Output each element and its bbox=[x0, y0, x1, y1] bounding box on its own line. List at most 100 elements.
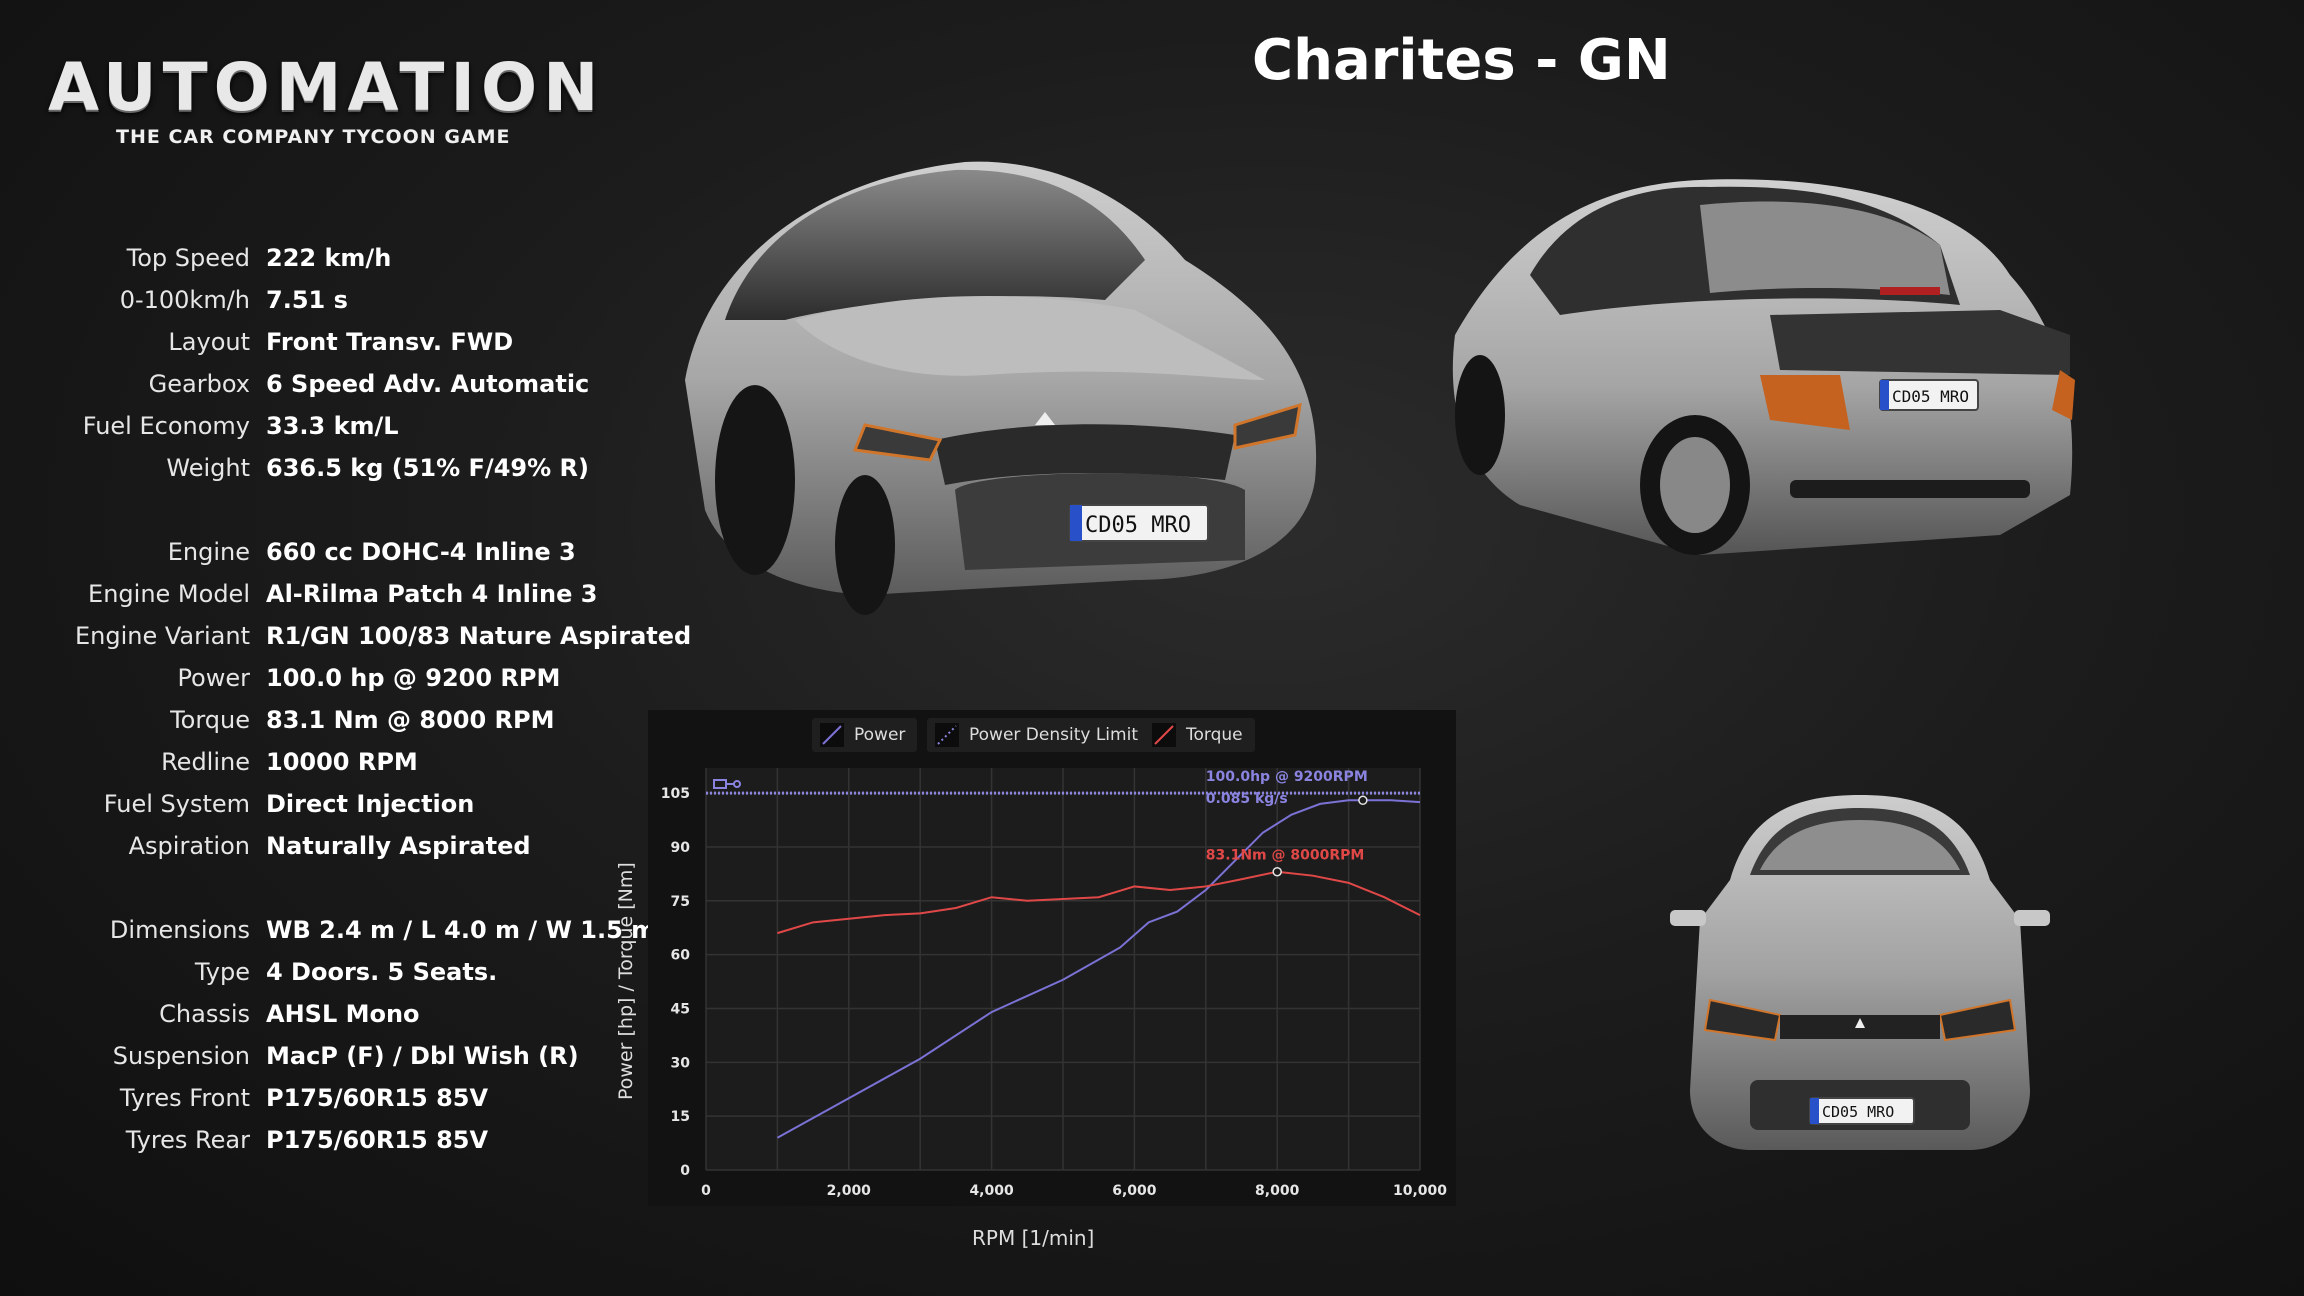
spec-value: WB 2.4 m / L 4.0 m / W 1.5 m bbox=[266, 916, 657, 944]
torque-peak-label: 83.1Nm @ 8000RPM bbox=[1206, 848, 1365, 864]
chart-y-axis-label: Power [hp] / Torque [Nm] bbox=[615, 862, 637, 1100]
spec-label: Fuel System bbox=[103, 790, 250, 818]
peak-marker bbox=[1358, 795, 1368, 806]
legend-torque-swatch bbox=[1152, 723, 1176, 747]
automation-logo: AUTOMATION THE CAR COMPANY TYCOON GAME bbox=[48, 52, 598, 152]
legend-power-swatch bbox=[820, 723, 844, 747]
spec-label: Tyres Rear bbox=[125, 1126, 250, 1154]
x-tick-label: 0 bbox=[701, 1183, 711, 1199]
y-tick-label: 45 bbox=[671, 1001, 690, 1017]
legend-density-swatch bbox=[935, 723, 959, 747]
spec-label: Power bbox=[177, 664, 250, 692]
torque-curve bbox=[777, 870, 1421, 935]
spec-label: Tyres Front bbox=[119, 1084, 250, 1112]
spec-label: 0-100km/h bbox=[119, 286, 250, 314]
spec-value: 7.51 s bbox=[266, 286, 348, 314]
car-title: Charites - GN bbox=[1252, 28, 1671, 93]
spec-value: 222 km/h bbox=[266, 244, 392, 272]
x-tick-label: 4,000 bbox=[969, 1183, 1014, 1199]
spec-row: Dimensions WB 2.4 m / L 4.0 m / W 1.5 m bbox=[0, 910, 660, 950]
spec-row: Aspiration Naturally Aspirated bbox=[0, 826, 660, 866]
spec-label: Suspension bbox=[112, 1042, 250, 1070]
spec-value: Naturally Aspirated bbox=[266, 832, 531, 860]
legend-torque-label: Torque bbox=[1186, 725, 1243, 745]
spec-label: Chassis bbox=[159, 1000, 250, 1028]
license-plate-front: CD05 MRO bbox=[1085, 513, 1191, 538]
spec-row: Tyres Front P175/60R15 85V bbox=[0, 1078, 660, 1118]
engine-icon-end bbox=[733, 780, 741, 788]
car-render-front-three-quarter: CD05 MRO bbox=[685, 161, 1317, 615]
spec-row: Suspension MacP (F) / Dbl Wish (R) bbox=[0, 1036, 660, 1076]
spec-label: Dimensions bbox=[109, 916, 250, 944]
spec-row: Fuel System Direct Injection bbox=[0, 784, 660, 824]
y-tick-label: 0 bbox=[680, 1163, 690, 1179]
spec-label: Engine Model bbox=[88, 580, 250, 608]
spec-row: Type 4 Doors. 5 Seats. bbox=[0, 952, 660, 992]
car-render-rear-three-quarter: CD05 MRO bbox=[1452, 179, 2075, 555]
y-tick-label: 60 bbox=[671, 948, 691, 964]
spec-row: Weight 636.5 kg (51% F/49% R) bbox=[0, 448, 660, 488]
density-limit-label: 0.085 kg/s bbox=[1206, 791, 1288, 807]
y-tick-label: 90 bbox=[671, 840, 691, 856]
legend-item-torque[interactable]: Torque bbox=[1144, 718, 1255, 752]
spec-row: Gearbox 6 Speed Adv. Automatic bbox=[0, 364, 660, 404]
spec-value: Front Transv. FWD bbox=[266, 328, 514, 356]
spec-value: Al-Rilma Patch 4 Inline 3 bbox=[266, 580, 598, 608]
spec-row: Redline 10000 RPM bbox=[0, 742, 660, 782]
spec-row: Engine Model Al-Rilma Patch 4 Inline 3 bbox=[0, 574, 660, 614]
spec-label: Weight bbox=[166, 454, 250, 482]
spec-row: Chassis AHSL Mono bbox=[0, 994, 660, 1034]
spec-label: Redline bbox=[161, 748, 250, 776]
logo-wordmark: AUTOMATION bbox=[48, 49, 605, 126]
y-tick-label: 15 bbox=[671, 1109, 690, 1125]
y-tick-label: 75 bbox=[671, 894, 690, 910]
spec-row: Power 100.0 hp @ 9200 RPM bbox=[0, 658, 660, 698]
y-tick-label: 30 bbox=[671, 1055, 691, 1071]
spec-value: AHSL Mono bbox=[266, 1000, 420, 1028]
x-tick-label: 2,000 bbox=[827, 1183, 872, 1199]
spec-value: 660 cc DOHC-4 Inline 3 bbox=[266, 538, 576, 566]
legend-item-power-density-limit[interactable]: Power Density Limit bbox=[927, 718, 1150, 752]
car-render-front: CD05 MRO bbox=[1670, 795, 2050, 1150]
spec-label: Top Speed bbox=[126, 244, 250, 272]
spec-row: Torque 83.1 Nm @ 8000 RPM bbox=[0, 700, 660, 740]
spec-value: 4 Doors. 5 Seats. bbox=[266, 958, 498, 986]
peak-marker bbox=[1272, 866, 1282, 877]
spec-value: 10000 RPM bbox=[266, 748, 418, 776]
spec-row: Tyres Rear P175/60R15 85V bbox=[0, 1120, 660, 1160]
spec-label: Engine bbox=[167, 538, 250, 566]
spec-label: Aspiration bbox=[128, 832, 250, 860]
spec-label: Type bbox=[194, 958, 250, 986]
logo-tagline: THE CAR COMPANY TYCOON GAME bbox=[116, 126, 511, 148]
x-tick-label: 10,000 bbox=[1393, 1183, 1447, 1199]
spec-value: R1/GN 100/83 Nature Aspirated bbox=[266, 622, 692, 650]
spec-value: 83.1 Nm @ 8000 RPM bbox=[266, 706, 555, 734]
x-tick-label: 8,000 bbox=[1255, 1183, 1300, 1199]
spec-row: Engine 660 cc DOHC-4 Inline 3 bbox=[0, 532, 660, 572]
license-plate-rear: CD05 MRO bbox=[1892, 387, 1969, 406]
legend-power-label: Power bbox=[854, 725, 906, 745]
power-peak-label: 100.0hp @ 9200RPM bbox=[1206, 769, 1368, 785]
spec-value: 636.5 kg (51% F/49% R) bbox=[266, 454, 589, 482]
legend-density-label: Power Density Limit bbox=[969, 725, 1138, 745]
chart-plot: 0 15 30 45 60 75 90 105 0 2,000 4,000 6,000 8,000 10,… bbox=[661, 768, 1447, 1199]
spec-row: Fuel Economy 33.3 km/L bbox=[0, 406, 660, 446]
spec-value: MacP (F) / Dbl Wish (R) bbox=[266, 1042, 579, 1070]
spec-value: Direct Injection bbox=[266, 790, 475, 818]
spec-value: 6 Speed Adv. Automatic bbox=[266, 370, 590, 398]
spec-value: 100.0 hp @ 9200 RPM bbox=[266, 664, 561, 692]
legend-item-power[interactable]: Power bbox=[812, 718, 918, 752]
spec-label: Fuel Economy bbox=[82, 412, 250, 440]
spec-row: Layout Front Transv. FWD bbox=[0, 322, 660, 362]
spec-row: Engine Variant R1/GN 100/83 Nature Aspira… bbox=[0, 616, 691, 656]
spec-label: Layout bbox=[168, 328, 250, 356]
spec-value: P175/60R15 85V bbox=[266, 1084, 489, 1112]
spec-label: Engine Variant bbox=[74, 622, 250, 650]
spec-value: 33.3 km/L bbox=[266, 412, 399, 440]
power-curve bbox=[776, 799, 1421, 1139]
spec-label: Torque bbox=[170, 706, 250, 734]
license-plate-front-view: CD05 MRO bbox=[1822, 1103, 1894, 1121]
spec-row: 0-100km/h 7.51 s bbox=[0, 280, 660, 320]
spec-row: Top Speed 222 km/h bbox=[0, 238, 660, 278]
chart-x-axis-label: RPM [1/min] bbox=[972, 1226, 1095, 1250]
